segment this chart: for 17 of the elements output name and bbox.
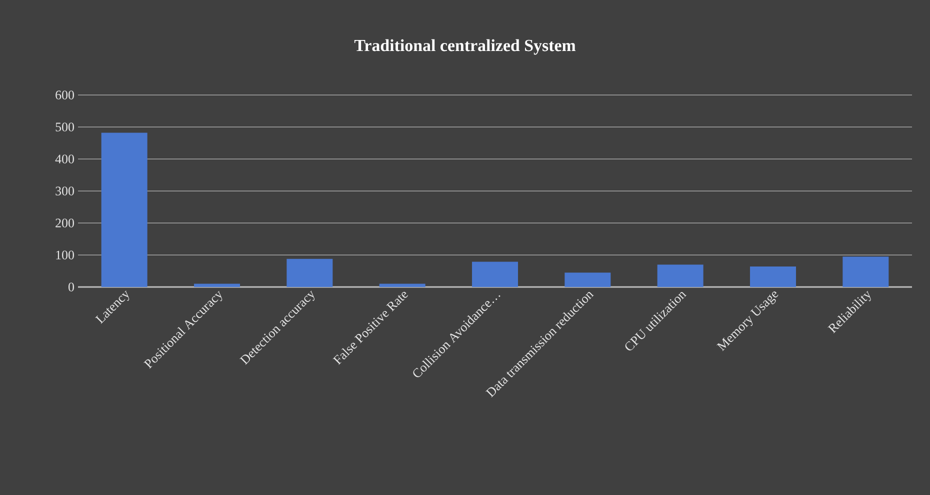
y-tick-label: 0 (68, 282, 74, 292)
y-tick-label: 400 (55, 154, 74, 164)
bar (379, 284, 426, 287)
bar (472, 262, 518, 287)
y-tick-label: 300 (56, 186, 74, 196)
y-tick-label: 500 (56, 122, 74, 132)
bar (564, 272, 611, 287)
bar (194, 284, 240, 287)
bar (750, 266, 796, 287)
bar (842, 256, 889, 287)
y-tick-label: 600 (56, 90, 74, 100)
bar (286, 258, 333, 287)
y-tick-label: 200 (56, 218, 74, 228)
bar (657, 264, 704, 287)
bar (101, 132, 148, 287)
y-tick-label: 100 (56, 250, 74, 260)
chart-title: Traditional centralized System (354, 39, 576, 55)
